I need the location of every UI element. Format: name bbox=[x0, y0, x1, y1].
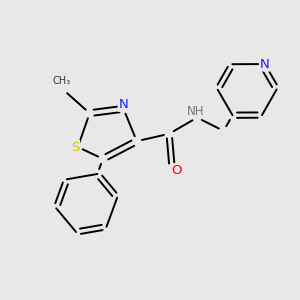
Text: S: S bbox=[71, 141, 79, 154]
Text: O: O bbox=[171, 164, 182, 177]
Text: N: N bbox=[118, 98, 128, 111]
Text: CH₃: CH₃ bbox=[52, 76, 71, 86]
Text: NH: NH bbox=[187, 105, 204, 118]
Text: N: N bbox=[260, 58, 270, 70]
